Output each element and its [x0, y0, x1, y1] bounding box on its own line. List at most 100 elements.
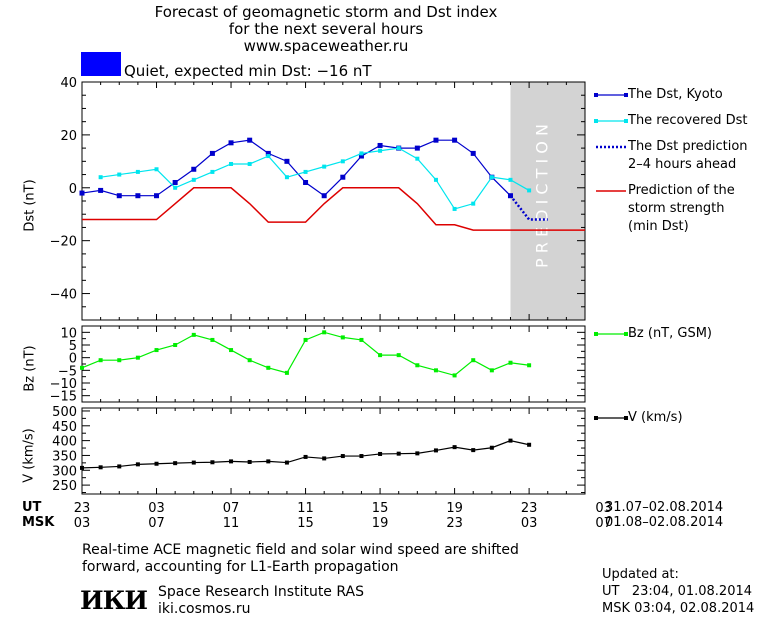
legend-dst-prediction: The Dst prediction 2–4 hours ahead	[628, 139, 748, 172]
legend-v: V (km/s)	[628, 410, 683, 425]
data-point	[433, 368, 438, 373]
data-point	[322, 456, 327, 461]
institute-website[interactable]: iki.cosmos.ru	[158, 601, 251, 617]
data-point	[284, 370, 289, 375]
data-point	[378, 353, 383, 358]
bz-ytick-label: 5	[69, 339, 77, 354]
data-point	[507, 193, 513, 199]
v-ytick-label: 300	[52, 464, 77, 479]
status-color-swatch	[81, 52, 121, 76]
v-ytick-label: 500	[52, 405, 77, 420]
data-point	[154, 193, 160, 199]
data-point	[359, 151, 364, 156]
data-point	[471, 201, 476, 206]
msk-tick-label: 03	[74, 516, 91, 531]
data-point	[135, 169, 140, 174]
chart-title-line2: for the next several hours	[228, 20, 424, 38]
series-line-prediction-of-the-storm-strength-min-dst-	[82, 187, 585, 231]
updated-msk: MSK 03:04, 02.08.2014	[602, 601, 755, 616]
v-ytick-label: 400	[52, 435, 77, 450]
data-point	[489, 175, 494, 180]
legend-marker-dot	[594, 416, 598, 420]
msk-tick-label: 19	[372, 516, 389, 531]
data-point	[433, 177, 438, 182]
data-point	[210, 169, 215, 174]
data-point	[135, 462, 140, 467]
data-point	[378, 451, 383, 456]
data-point	[117, 464, 122, 469]
data-point	[210, 337, 215, 342]
bz-ytick-label: −10	[50, 377, 77, 392]
data-point	[247, 358, 252, 363]
bz-ytick-label: 0	[69, 352, 77, 367]
data-point	[340, 454, 345, 459]
prediction-label: P R E D I C T I O N	[533, 124, 552, 268]
data-point	[358, 153, 364, 159]
legend-dst-kyoto: The Dst, Kyoto	[628, 87, 723, 102]
data-point	[173, 185, 178, 190]
ut-tick-label: 07	[223, 501, 240, 516]
data-point	[116, 193, 122, 199]
data-point	[452, 373, 457, 378]
data-point	[154, 167, 159, 172]
data-point	[191, 460, 196, 465]
legend-marker-dot	[624, 416, 628, 420]
msk-label: MSK	[22, 515, 55, 530]
data-point	[470, 150, 476, 156]
data-point	[209, 150, 215, 156]
dst-ytick-label: 40	[60, 76, 77, 91]
legend-marker-dot	[594, 93, 598, 97]
legend-marker-dot	[594, 332, 598, 336]
legend-marker-dot	[624, 332, 628, 336]
data-point	[321, 193, 327, 199]
data-point	[266, 154, 271, 159]
data-point	[98, 187, 104, 193]
status-text: Quiet, expected min Dst: −16 nT	[124, 62, 372, 80]
data-point	[359, 454, 364, 459]
data-point	[80, 465, 84, 470]
data-point	[489, 368, 494, 373]
data-point	[117, 172, 122, 177]
data-point	[452, 137, 458, 143]
data-point	[414, 145, 420, 151]
bz-ytick-label: −5	[58, 364, 77, 379]
data-point	[340, 335, 345, 340]
legend-marker-dot	[624, 93, 628, 97]
dst-ytick-label: 0	[69, 182, 77, 197]
data-point	[433, 137, 439, 143]
data-point	[303, 454, 308, 459]
data-point	[173, 461, 178, 466]
data-point	[210, 460, 215, 465]
legend-storm-strength: Prediction of the storm strength (min Ds…	[628, 183, 735, 234]
data-point	[508, 177, 513, 182]
iki-logo: ИКИ	[80, 586, 148, 615]
legend-recovered-dst: The recovered Dst	[628, 113, 748, 128]
data-point	[98, 175, 103, 180]
dst-ytick-label: −40	[50, 288, 77, 303]
data-point	[173, 343, 178, 347]
legend-marker-dot	[624, 119, 628, 123]
data-point	[527, 442, 532, 447]
data-point	[284, 460, 289, 465]
data-point	[340, 159, 345, 164]
data-point	[172, 179, 178, 185]
ut-tick-label: 03	[595, 501, 612, 516]
v-ytick-label: 450	[52, 420, 77, 435]
data-point	[284, 158, 290, 164]
bz-ytick-label: 10	[60, 326, 77, 341]
data-point	[117, 358, 122, 363]
msk-tick-label: 07	[595, 516, 612, 531]
data-point	[191, 332, 196, 337]
website-url[interactable]: www.spaceweather.ru	[243, 37, 409, 55]
msk-tick-label: 03	[521, 516, 538, 531]
legend	[594, 93, 628, 420]
data-point	[284, 175, 289, 180]
data-point	[359, 337, 364, 342]
data-point	[508, 438, 513, 443]
bz-ytick-label: −15	[50, 390, 77, 405]
ut-date-range: 31.07–02.08.2014	[605, 500, 724, 515]
data-point	[396, 146, 401, 151]
data-point	[415, 363, 420, 368]
